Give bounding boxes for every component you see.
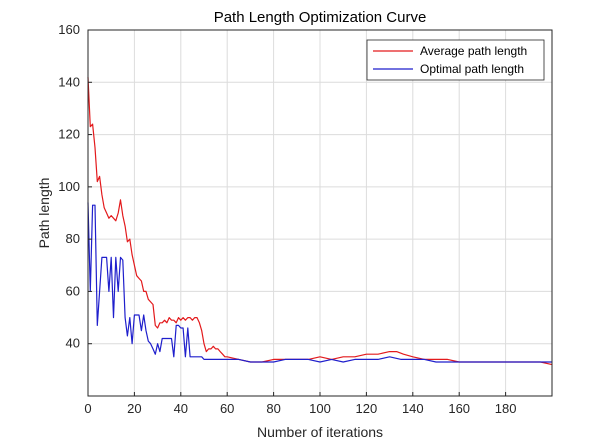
- x-tick-label: 180: [495, 401, 517, 416]
- y-tick-label: 80: [66, 231, 80, 246]
- legend-label-average: Average path length: [420, 44, 527, 58]
- y-tick-label: 40: [66, 336, 80, 351]
- grid-lines: [87, 29, 552, 396]
- y-tick-label: 120: [58, 127, 80, 142]
- x-tick-label: 160: [448, 401, 470, 416]
- x-tick-label: 60: [220, 401, 234, 416]
- x-tick-label: 80: [266, 401, 280, 416]
- y-axis-title: Path length: [36, 178, 52, 249]
- x-tick-label: 20: [127, 401, 141, 416]
- chart-title: Path Length Optimization Curve: [214, 9, 427, 26]
- series-layer: [87, 77, 553, 366]
- axis-ticks: 0 20 40 60 80 100 120 140 160 180 40 60 80 100 120 140 1…: [58, 22, 516, 416]
- legend-box: [366, 39, 545, 81]
- legend-label-optimal: Optimal path length: [420, 62, 524, 76]
- optimal-path-length-line: [87, 202, 552, 363]
- y-tick-label: 100: [58, 179, 80, 194]
- y-tick-label: 160: [58, 22, 80, 37]
- x-tick-label: 120: [356, 401, 378, 416]
- y-tick-label: 140: [58, 74, 80, 89]
- x-tick-label: 140: [402, 401, 424, 416]
- x-tick-label: 100: [309, 401, 331, 416]
- legend: Average path length Optimal path length: [366, 39, 545, 81]
- x-tick-label: 0: [84, 401, 91, 416]
- y-tick-label: 60: [66, 283, 80, 298]
- x-axis-title: Number of iterations: [257, 424, 383, 440]
- x-tick-label: 40: [174, 401, 188, 416]
- average-path-length-line: [87, 77, 553, 366]
